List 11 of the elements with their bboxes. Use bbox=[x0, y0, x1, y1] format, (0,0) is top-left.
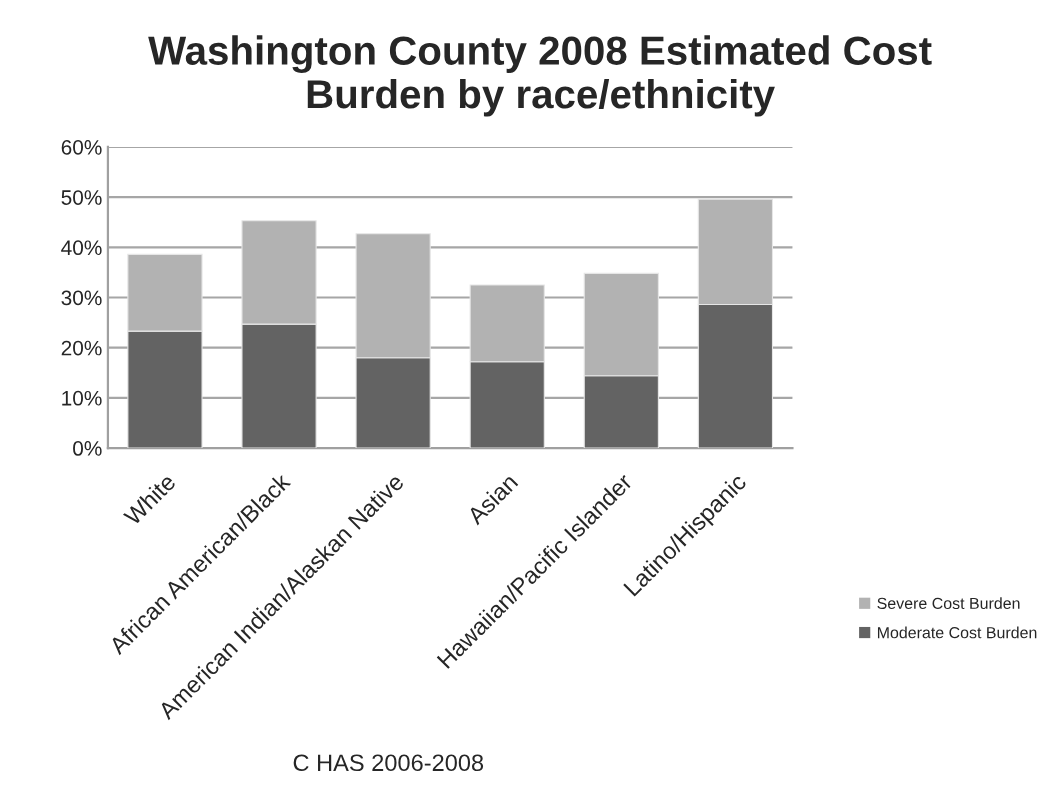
legend-label: Severe Cost Burden bbox=[877, 597, 1020, 610]
y-tick-label: 60% bbox=[61, 139, 102, 155]
y-tick-label: 40% bbox=[61, 240, 102, 256]
y-tick-label: 50% bbox=[61, 190, 102, 205]
y-tick-label: 20% bbox=[61, 340, 102, 356]
y-tick-label: 30% bbox=[61, 290, 102, 306]
legend-label: Moderate Cost Burden bbox=[877, 626, 1037, 639]
y-tick-label: 10% bbox=[62, 390, 102, 406]
text: C HAS 2006-2008 bbox=[293, 754, 484, 772]
y-tick-label: 0% bbox=[73, 441, 102, 456]
chart-title: Washington County 2008 Estimated Cost Burden by race/ethnicity bbox=[148, 35, 932, 117]
